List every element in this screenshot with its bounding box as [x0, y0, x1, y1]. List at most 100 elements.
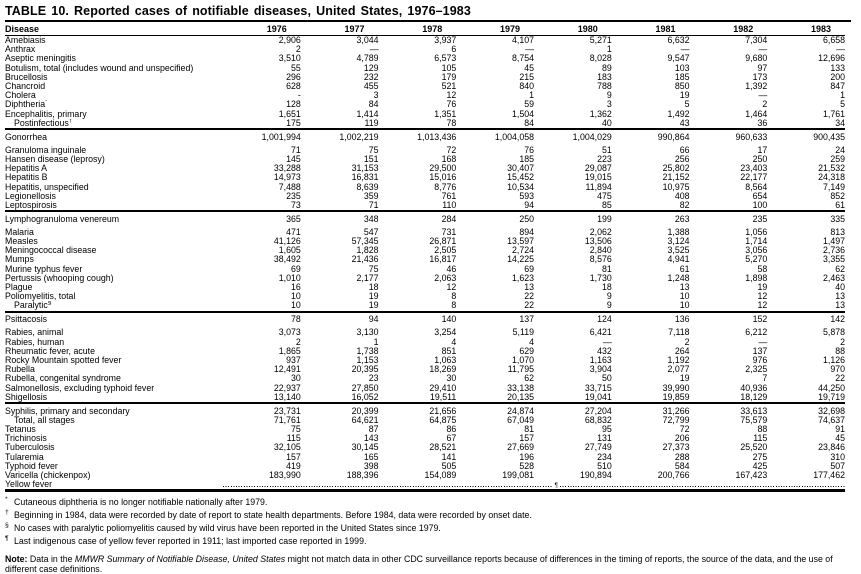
table-row: Leptospirosis 73 71 110 94 85 82 100 61 — [5, 199, 845, 211]
case-count-cell: 510 — [597, 460, 612, 471]
case-count-cell: 100 — [752, 199, 768, 210]
case-count-cell: 19 — [679, 90, 690, 101]
case-count-cell: 33,613 — [689, 402, 768, 416]
table-row: Total, all stages 71,761 64,621 64,875 67,04… — [5, 414, 845, 425]
case-count-cell: 32,698 — [767, 402, 845, 416]
case-count-cell: 9 — [606, 291, 612, 302]
dotted-leader-cell: ¶ — [223, 480, 845, 491]
case-count-cell: 3,254 — [434, 327, 457, 338]
case-count-cell: 67,049 — [507, 414, 534, 425]
case-count-cell: 256 — [674, 153, 690, 164]
case-count-cell: 16,831 — [351, 172, 379, 183]
table-row: Botulism, total (includes wound and unsp… — [5, 62, 845, 73]
case-count-cell: 84 — [524, 117, 534, 128]
case-count-cell: 75 — [290, 423, 301, 434]
case-count-cell: 1,714 — [745, 236, 768, 247]
case-count-cell: 24,874 — [456, 402, 534, 416]
case-count-cell: 1,497 — [822, 236, 845, 247]
case-count-cell: 11,795 — [507, 364, 534, 375]
footnote: * Cutaneous diphtheria is no longer notif… — [5, 495, 851, 508]
case-count-cell: 18 — [601, 282, 612, 293]
case-count-cell: 33,288 — [273, 163, 301, 174]
case-count-cell: 19 — [368, 300, 379, 311]
footnote-text: Cutaneous diphtheria is no longer notifi… — [14, 497, 268, 508]
case-count-cell: 13 — [524, 282, 534, 293]
note-italic-title: MMWR Summary of Notifiable Disease, Unit… — [74, 553, 286, 564]
case-count-cell: 78 — [223, 310, 301, 329]
table-row: Murine typhus fever 69 75 46 69 81 61 58 62 — [5, 263, 845, 274]
case-count-cell: 1,898 — [745, 272, 768, 283]
table-row: Tularemia 157 165 141 196 234 288 275 310 — [5, 451, 845, 462]
footnotes: * Cutaneous diphtheria is no longer notif… — [5, 495, 851, 546]
table-row: Psittacosis 78 94 140 137 124 136 152 142 — [5, 310, 845, 329]
case-count-cell: 3,056 — [745, 245, 768, 256]
table-row: Gonorrhea 1,001,994 1,002,219 1,013,436 1,00… — [5, 128, 845, 146]
disease-label: Postinfectious† — [14, 118, 73, 128]
case-count-cell: 7,149 — [822, 181, 845, 192]
case-count-cell: 1,192 — [667, 355, 690, 365]
case-count-cell: 200,766 — [657, 469, 690, 480]
table-row: Hepatitis, unspecified 7,488 8,639 8,776 10,… — [5, 181, 845, 192]
case-count-cell: 2 — [684, 336, 690, 347]
case-count-cell: 43 — [679, 117, 690, 128]
case-count-cell: 6,573 — [434, 53, 457, 64]
table-row: Hansen disease (leprosy) 145 151 168 185 223 2… — [5, 153, 845, 164]
disease-label: Trichinosis — [5, 434, 47, 444]
case-count-cell: 57,345 — [351, 236, 379, 247]
case-count-cell: 55 — [290, 62, 301, 73]
case-count-cell: 2,906 — [278, 35, 301, 45]
case-count-cell: 5,878 — [822, 327, 845, 338]
year-column-header: 1976 — [223, 22, 301, 36]
case-count-cell: 1,761 — [822, 108, 845, 119]
table-row: Meningococcal disease 1,605 1,828 2,505 2,72… — [5, 246, 845, 255]
case-count-cell: 1,605 — [278, 245, 301, 256]
dotted-leader — [559, 486, 845, 488]
case-count-cell: 263 — [611, 210, 690, 228]
case-count-cell: 3,510 — [278, 53, 301, 64]
case-count-cell: 2,724 — [511, 245, 534, 256]
case-count-cell: 78 — [446, 117, 457, 128]
case-count-cell: 425 — [752, 460, 768, 471]
table-row: Aseptic meningitis 3,510 4,789 6,573 8,754 8,… — [5, 54, 845, 63]
case-count-cell: 19,511 — [429, 391, 457, 402]
case-count-cell: 9 — [606, 90, 612, 101]
case-count-cell: 8,754 — [511, 53, 534, 64]
case-count-cell: 2,077 — [667, 364, 690, 375]
case-count-cell: 22 — [524, 300, 534, 311]
case-count-cell: 528 — [519, 460, 534, 471]
table-row: Brucellosis 296 232 179 215 183 185 173 200 — [5, 72, 845, 82]
case-count-cell: 30,407 — [507, 163, 534, 174]
case-count-cell: 5,271 — [589, 35, 612, 45]
case-count-cell: 408 — [674, 190, 690, 201]
case-count-cell: 3,355 — [822, 254, 845, 265]
footnote-text: Last indigenous case of yellow fever rep… — [14, 535, 367, 546]
table-row: Pertussis (whooping cough) 1,010 2,177 2,06… — [5, 272, 845, 283]
year-column-header: 1979 — [456, 22, 534, 36]
case-count-cell: 10 — [290, 300, 301, 311]
disease-label: Botulism, total (includes wound and unsp… — [5, 63, 194, 73]
case-count-cell: 15,452 — [507, 172, 534, 183]
case-count-cell: 235 — [286, 190, 301, 201]
case-count-cell: 110 — [442, 199, 457, 210]
case-count-cell: 3 — [373, 90, 379, 101]
case-count-cell: 97 — [757, 62, 768, 73]
case-count-cell: 1,070 — [511, 355, 534, 365]
case-count-cell: - — [297, 90, 301, 101]
case-count-cell: 157 — [519, 433, 534, 444]
case-count-cell: 21,436 — [351, 254, 379, 265]
case-count-cell: 6,658 — [822, 35, 845, 45]
case-count-cell: 12,696 — [818, 53, 845, 64]
case-count-cell: 1,392 — [745, 81, 768, 92]
case-count-cell: 1,153 — [356, 355, 379, 365]
year-column-header: 1981 — [611, 22, 690, 36]
case-count-cell: 75 — [368, 144, 379, 155]
case-count-cell: 61 — [679, 263, 690, 274]
case-count-cell: 234 — [597, 451, 612, 462]
disease-label: Chancroid — [5, 82, 46, 92]
disease-label: Brucellosis — [5, 72, 48, 82]
table-row: Poliomyelitis, total 10 19 8 22 9 10 12 13 — [5, 292, 845, 301]
case-count-cell: 23,846 — [818, 442, 845, 453]
table-header-row: Disease 1976 1977 1978 1979 1980 1981 1982 1983 — [5, 22, 845, 36]
case-count-cell: 81 — [601, 263, 612, 274]
